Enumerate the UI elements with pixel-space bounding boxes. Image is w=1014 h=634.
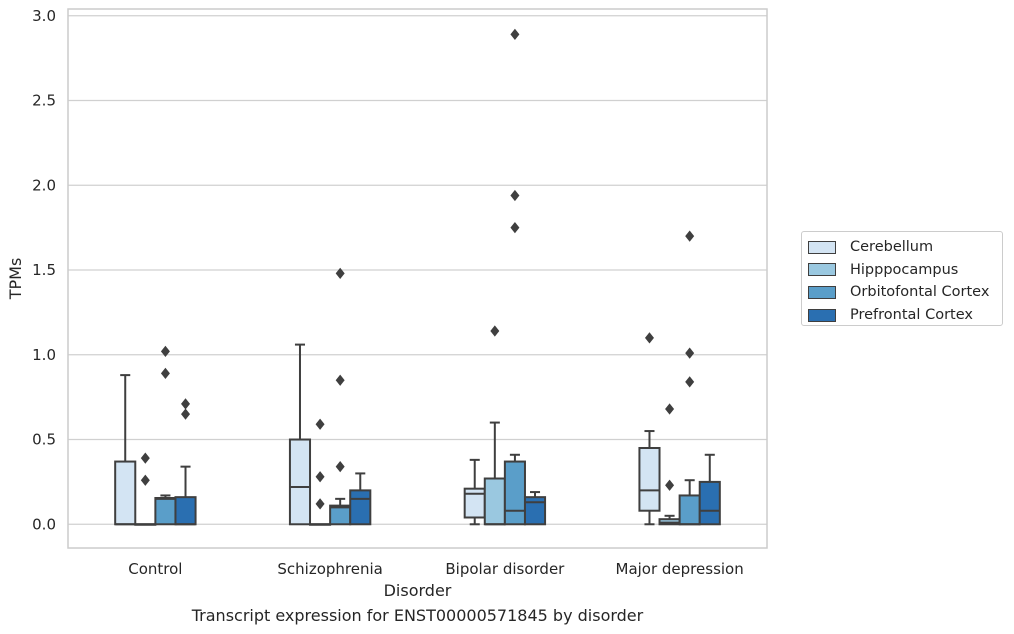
outlier-point (665, 479, 675, 491)
outlier-point (644, 332, 654, 344)
legend-label: Prefrontal Cortex (850, 307, 973, 324)
box-orbitofontal-cortex-major-depression (678, 230, 701, 526)
box-prefrontal-cortex-schizophrenia (349, 472, 372, 526)
outlier-point (685, 347, 695, 359)
box-prefrontal-cortex-control (174, 398, 197, 526)
legend-label: Cerebellum (850, 239, 934, 256)
outlier-point (335, 267, 345, 280)
box-body (114, 460, 137, 526)
box-body (678, 494, 701, 526)
legend-swatch (808, 263, 836, 277)
y-tick-label: 3.0 (32, 7, 56, 25)
box-prefrontal-cortex-major-depression (698, 453, 721, 526)
box-body (288, 438, 312, 526)
box-body (174, 496, 197, 526)
outlier-point (665, 403, 675, 415)
outlier-point (335, 374, 345, 386)
legend-item: Orbitofontal Cortex (808, 281, 1002, 304)
box-body (503, 460, 526, 526)
box-body (638, 446, 661, 512)
legend-item: Cerebellum (808, 236, 1002, 259)
outlier-point (510, 189, 520, 202)
box-cerebellum-control (114, 374, 137, 526)
chart-caption: Transcript expression for ENST0000057184… (191, 606, 644, 625)
box-body (523, 496, 547, 526)
outlier-point (181, 408, 191, 420)
y-tick-label: 1.0 (32, 346, 56, 364)
box-cerebellum-major-depression (638, 332, 661, 526)
x-tick-label: Major depression (616, 560, 744, 578)
y-tick-label: 2.0 (32, 176, 56, 194)
legend-item: Prefrontal Cortex (808, 304, 1002, 327)
outlier-point (490, 325, 500, 337)
legend-label: Hipppocampus (850, 261, 959, 278)
legend-swatch (808, 308, 836, 322)
box-body (349, 489, 372, 526)
box-body (154, 496, 177, 526)
legend-swatch (808, 240, 836, 254)
outlier-point (510, 28, 520, 41)
x-tick-label: Bipolar disorder (445, 560, 565, 578)
box-body (329, 504, 352, 526)
box-body (483, 477, 506, 526)
y-tick-label: 0.5 (32, 431, 56, 449)
box-body (698, 480, 721, 526)
outlier-point (510, 222, 520, 234)
y-axis-label: TPMs (6, 258, 25, 301)
box-cerebellum-schizophrenia (288, 343, 312, 526)
y-tick-label: 0.0 (32, 515, 56, 533)
outlier-point (160, 345, 170, 358)
box-orbitofontal-cortex-bipolar-disorder (503, 28, 526, 526)
outlier-point (315, 418, 325, 430)
outlier-point (335, 461, 345, 473)
x-axis-label: Disorder (384, 581, 452, 600)
x-tick-label: Schizophrenia (277, 560, 382, 578)
legend-swatch (808, 285, 836, 299)
outlier-point (140, 452, 150, 464)
y-tick-label: 1.5 (32, 261, 56, 279)
chart-legend: Cerebellum Hipppocampus Orbitofontal Corte… (801, 231, 1003, 326)
outlier-point (140, 474, 150, 486)
legend-label: Orbitofontal Cortex (850, 284, 990, 301)
outlier-point (685, 376, 695, 388)
box-hipppocampus-bipolar-disorder (483, 325, 506, 526)
outlier-point (315, 498, 325, 510)
x-tick-label: Control (128, 560, 182, 578)
box-prefrontal-cortex-bipolar-disorder (523, 491, 547, 526)
legend-item: Hipppocampus (808, 259, 1002, 282)
outlier-point (160, 367, 170, 380)
plot-frame (67, 8, 768, 549)
box-hipppocampus-control (134, 452, 157, 526)
boxes-group (114, 28, 721, 526)
plot-background (68, 9, 767, 548)
outlier-point (181, 398, 191, 410)
box-orbitofontal-cortex-schizophrenia (329, 267, 352, 526)
outlier-point (315, 471, 325, 483)
outlier-point (685, 230, 695, 242)
y-tick-label: 2.5 (32, 92, 56, 110)
